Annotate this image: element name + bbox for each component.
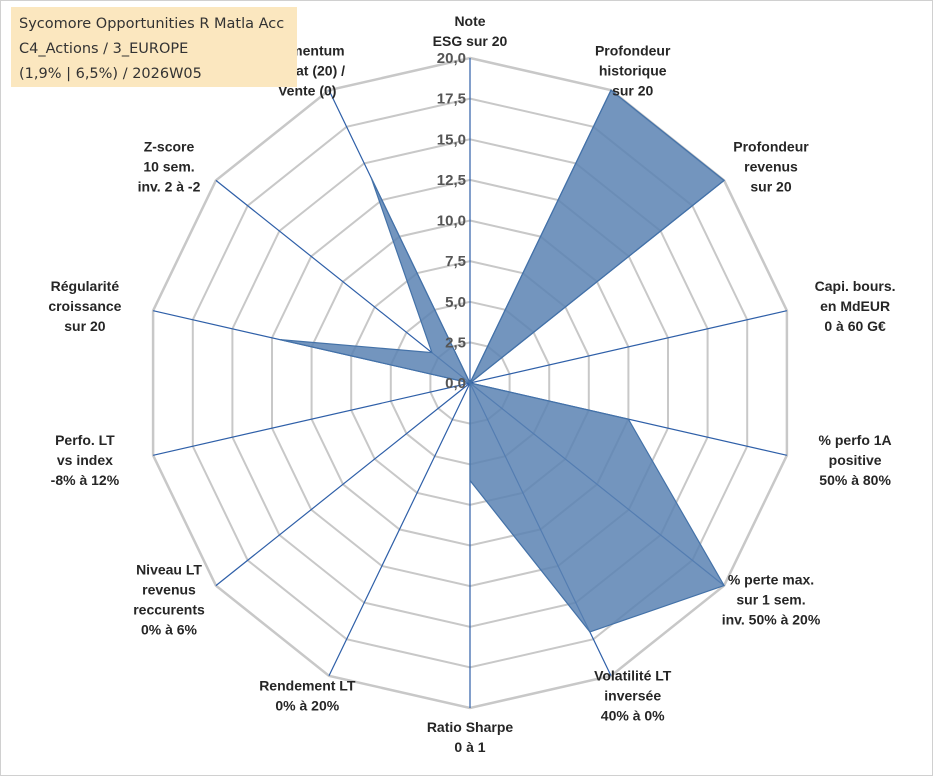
tick-label: 15,0 xyxy=(437,131,466,148)
chart-title: Sycomore Opportunities R Matla Acc C4_Ac… xyxy=(11,7,297,87)
tick-label: 17,5 xyxy=(437,91,466,108)
title-line-2: C4_Actions / 3_EUROPE xyxy=(19,41,189,57)
axis-line-10 xyxy=(215,382,471,587)
axis-label-11: Perfo. LT vs index -8% à 12% xyxy=(51,432,120,488)
series-layer xyxy=(279,89,726,633)
axis-label-7: Volatilité LT inversée 40% à 0% xyxy=(594,668,672,724)
tick-layer: 0,0 2,5 5,0 7,5 10,0 12,5 15,0 17,5 20,0 xyxy=(437,50,466,392)
axis-line-9 xyxy=(328,382,471,677)
axis-label-12: Régularité croissance sur 20 xyxy=(48,278,121,334)
axis-line-11 xyxy=(152,382,471,456)
tick-label: 2,5 xyxy=(445,334,466,351)
tick-label: 10,0 xyxy=(437,213,466,230)
tick-label: 7,5 xyxy=(445,253,466,270)
label-layer: Note ESG sur 20 Profondeur historique sur 20… xyxy=(48,13,895,755)
title-line-1: Sycomore Opportunities R Matla Acc xyxy=(19,16,285,32)
series-area-1 xyxy=(279,89,726,633)
axis-label-13: Z-score 10 sem. inv. 2 à -2 xyxy=(138,139,201,195)
tick-label: 20,0 xyxy=(437,50,466,67)
tick-label: 12,5 xyxy=(437,172,466,189)
title-line-3: (1,9% | 6,5%) / 2026W05 xyxy=(19,66,202,82)
axis-label-2: Profondeur historique sur 20 xyxy=(595,42,671,98)
axis-label-9: Rendement LT 0% à 20% xyxy=(259,678,356,714)
axis-label-3: Profondeur revenus sur 20 xyxy=(733,139,809,195)
tick-label: 5,0 xyxy=(445,294,466,311)
axis-label-6: % perte max. sur 1 sem. inv. 50% à 20% xyxy=(722,571,821,627)
tick-label: 0,0 xyxy=(445,375,466,392)
axis-line-13 xyxy=(215,179,471,384)
axis-label-1: Note ESG sur 20 xyxy=(433,13,508,49)
axis-label-8: Ratio Sharpe 0 à 1 xyxy=(427,719,514,755)
axis-label-4: Capi. bours. en MdEUR 0 à 60 G€ xyxy=(815,278,896,334)
axis-label-10: Niveau LT revenus reccurents 0% à 6% xyxy=(133,561,205,637)
axis-line-4 xyxy=(469,310,788,384)
axis-label-5: % perfo 1A positive 50% à 80% xyxy=(819,432,892,488)
